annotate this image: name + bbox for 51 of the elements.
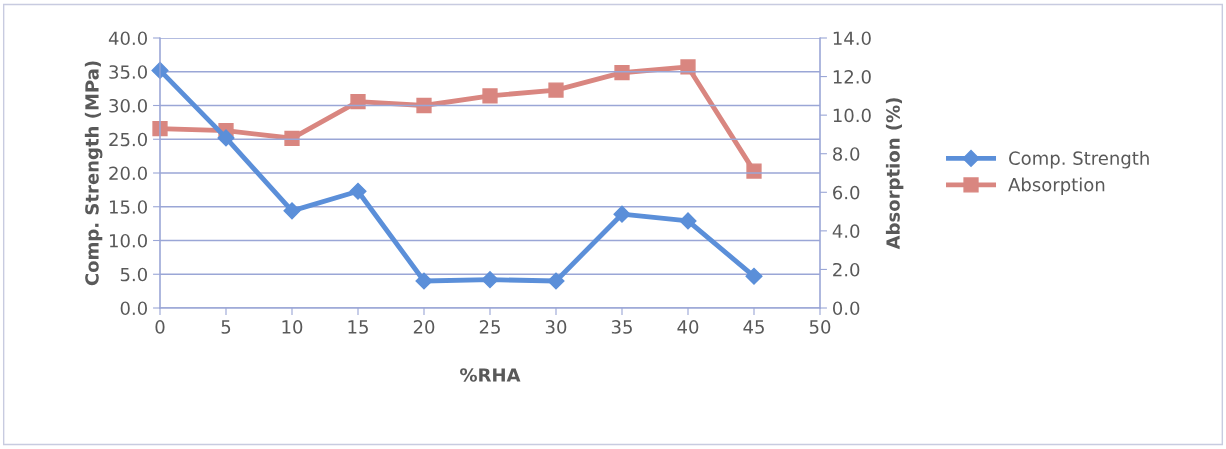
point [746, 163, 762, 179]
point [680, 59, 696, 75]
x-tick-label: 5 [221, 320, 231, 334]
point [349, 182, 367, 200]
point [217, 129, 235, 147]
point [614, 65, 630, 81]
y-tick-label: 30.0 [109, 98, 147, 113]
point [613, 205, 631, 223]
legend-label: Comp. Strength [1009, 151, 1149, 169]
x-tick-label: 35 [611, 320, 632, 334]
x-tick-label: 15 [348, 320, 368, 334]
point [284, 130, 300, 146]
x-tick-label: 20 [413, 320, 435, 334]
x-tick-label: 40 [677, 320, 699, 334]
point [548, 82, 564, 98]
y-tick-label: 10.0 [109, 233, 147, 248]
point [152, 121, 168, 137]
y2-tick-label: 6.0 [833, 185, 860, 200]
x-tick-label: 45 [743, 320, 764, 334]
y-tick-label: 5.0 [120, 267, 147, 282]
y-tick-label: 15.0 [109, 200, 147, 214]
point [679, 212, 697, 230]
legend-label: Absorption [1008, 177, 1105, 195]
point [482, 88, 498, 104]
x-tick-label: 30 [545, 320, 567, 334]
x-tick-label: 10 [282, 320, 303, 334]
y-tick-label: 0.0 [120, 301, 147, 316]
y2-tick-label: 8.0 [833, 147, 860, 161]
y2-tick-label: 2.0 [833, 262, 860, 277]
y2-tick-label: 10.0 [833, 108, 871, 123]
y2-tick-label: 14.0 [833, 31, 871, 46]
y2-tick-label: 12.0 [833, 70, 871, 84]
point [416, 97, 432, 114]
y-tick-label: 35.0 [109, 65, 147, 79]
y2-tick-label: 0.0 [833, 301, 860, 316]
y-tick-label: 20.0 [109, 166, 147, 181]
x-tick-label: 0 [155, 320, 165, 334]
y-tick-label: 25.0 [109, 132, 147, 147]
point [481, 271, 499, 289]
y-axis-title: Comp. Strength (MPa) [84, 61, 103, 286]
y2-axis-title: Absorption (%) [885, 98, 904, 250]
point [350, 94, 366, 110]
y-tick-label: 40.0 [108, 31, 147, 46]
x-axis-title: %RHA [460, 368, 521, 382]
point [415, 272, 433, 290]
y2-tick-label: 4.0 [832, 224, 860, 238]
point [745, 267, 763, 285]
point [283, 202, 301, 220]
x-tick-label: 25 [479, 320, 500, 334]
point [547, 272, 565, 290]
x-tick-label: 50 [809, 320, 831, 334]
